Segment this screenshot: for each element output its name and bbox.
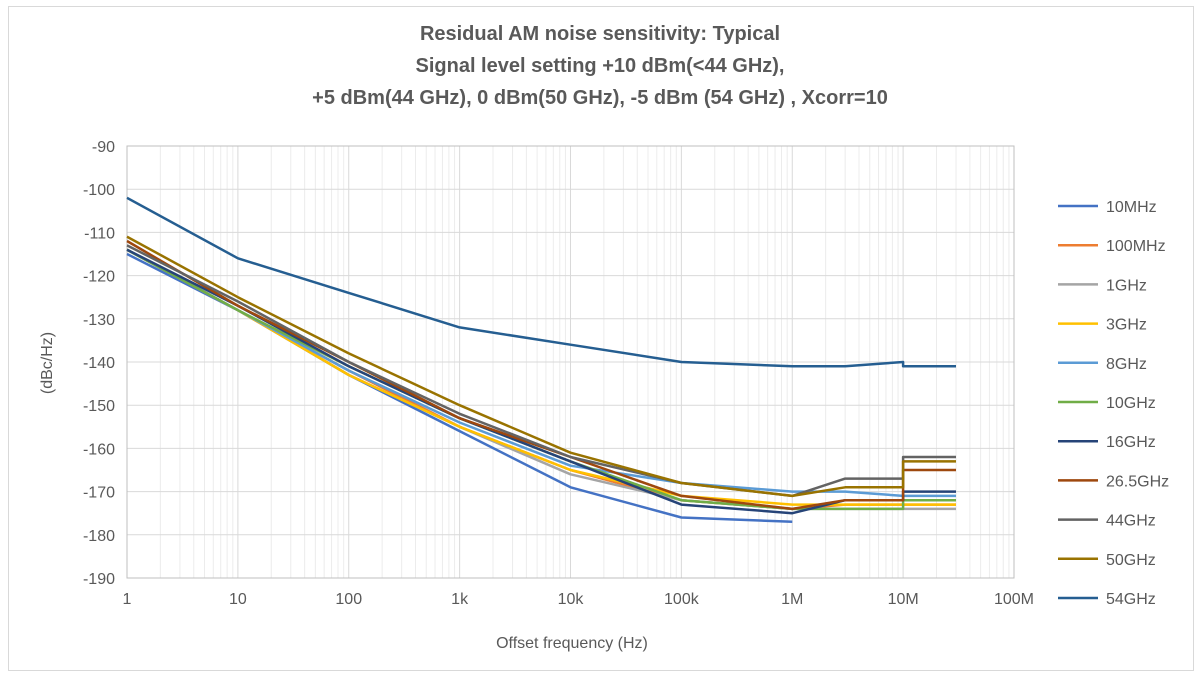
chart-title-line-2: Signal level setting +10 dBm(<44 GHz),	[415, 55, 785, 77]
legend-label-100MHz: 100MHz	[1106, 238, 1166, 255]
legend-label-10MHz: 10MHz	[1106, 199, 1157, 216]
y-tick-label: -90	[92, 139, 115, 156]
x-axis-title: Offset frequency (Hz)	[496, 635, 648, 652]
legend-label-50GHz: 50GHz	[1106, 552, 1156, 569]
legend: 10MHz 100MHz 1GHz 3GHz 8GHz 10GHz 16GHz 26.5GHz…	[1058, 199, 1169, 608]
chart-title-line-3: +5 dBm(44 GHz), 0 dBm(50 GHz), -5 dBm (5…	[312, 87, 888, 109]
y-tick-label: -180	[83, 528, 115, 545]
y-tick-label: -150	[83, 398, 115, 415]
series-line-100MHz	[126, 248, 956, 511]
series-line-8GHz	[126, 248, 956, 498]
series-line-10GHz	[126, 248, 956, 511]
series-line-50GHz	[126, 235, 956, 498]
x-tick-label: 10k	[558, 591, 585, 608]
series-line-3GHz	[126, 248, 956, 506]
legend-label-44GHz: 44GHz	[1106, 513, 1156, 530]
series-line-26.5GHz	[126, 239, 956, 511]
x-tick-label: 1M	[781, 591, 803, 608]
legend-label-54GHz: 54GHz	[1106, 591, 1156, 608]
plot-border	[126, 145, 1015, 579]
legend-label-16GHz: 16GHz	[1106, 434, 1156, 451]
grid	[126, 145, 1015, 579]
x-tick-label: 1k	[451, 591, 469, 608]
y-tick-label: -110	[84, 225, 115, 242]
y-tick-label: -190	[83, 571, 115, 588]
legend-label-26.5GHz: 26.5GHz	[1106, 473, 1169, 490]
y-tick-label: -170	[83, 485, 115, 502]
series-line-54GHz	[126, 196, 956, 368]
x-tick-label: 10	[229, 591, 247, 608]
legend-label-1GHz: 1GHz	[1106, 277, 1147, 294]
series-lines	[126, 196, 956, 524]
y-tick-label: -160	[83, 441, 115, 458]
x-tick-label: 100k	[664, 591, 700, 608]
x-tick-label: 100	[335, 591, 362, 608]
y-tick-label: -140	[83, 355, 115, 372]
y-tick-label: -130	[83, 312, 115, 329]
legend-label-3GHz: 3GHz	[1106, 317, 1147, 334]
chart-title: Residual AM noise sensitivity: Typical S…	[0, 18, 1200, 114]
chart-title-line-1: Residual AM noise sensitivity: Typical	[419, 23, 781, 45]
x-tick-label: 100M	[994, 591, 1034, 608]
y-tick-label: -100	[83, 182, 115, 199]
x-tick-label: 1	[123, 591, 132, 608]
axes: 1 10 100 1k 10k 100k 1M 10M 100M -90 -100 -110 -120 -…	[83, 139, 1034, 608]
series-line-1GHz	[126, 248, 956, 511]
legend-label-10GHz: 10GHz	[1106, 395, 1156, 412]
x-tick-label: 10M	[888, 591, 919, 608]
y-axis-title: (dBc/Hz)	[39, 332, 56, 394]
y-tick-label: -120	[83, 269, 115, 286]
legend-label-8GHz: 8GHz	[1106, 356, 1147, 373]
